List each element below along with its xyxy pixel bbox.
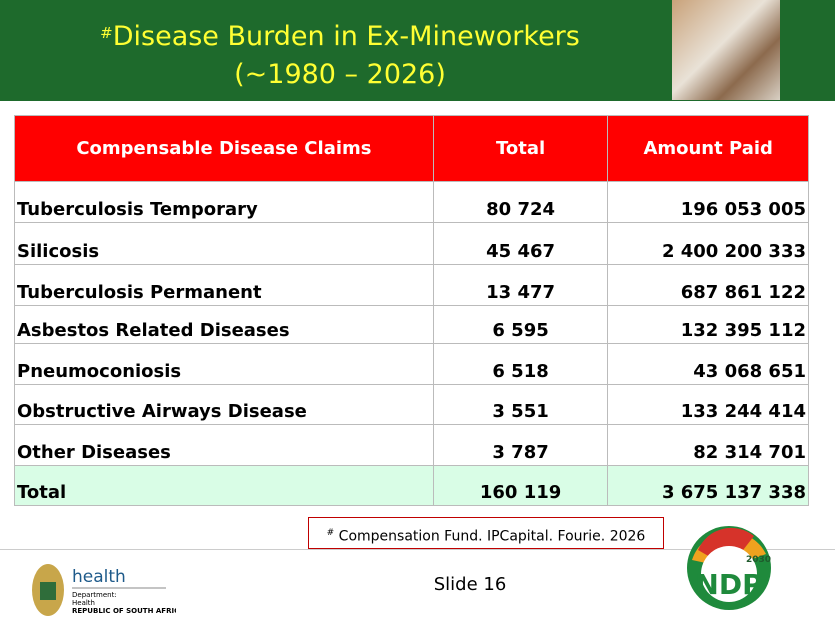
table-cell: 3 551 (432, 384, 609, 425)
table-cell: 196 053 005 (607, 181, 809, 223)
table-cell: 132 395 112 (607, 305, 809, 344)
table-cell: Tuberculosis Permanent (14, 264, 434, 306)
table-cell: 133 244 414 (607, 384, 809, 425)
table-cell: Obstructive Airways Disease (14, 384, 434, 425)
table-cell: 45 467 (432, 222, 609, 265)
table-cell: Other Diseases (14, 424, 434, 466)
table-cell: Tuberculosis Temporary (14, 181, 434, 223)
ndp-word: NDP (695, 568, 762, 601)
table-cell: 13 477 (432, 264, 609, 306)
ndp-year: 2030 (746, 555, 771, 565)
health-logo: health Department: Health REPUBLIC OF SO… (32, 564, 176, 616)
title: #Disease Burden in Ex-Mineworkers (~1980 … (20, 18, 660, 94)
claims-table: Compensable Disease Claims Total Amount Pa… (14, 115, 809, 506)
table-row: Asbestos Related Diseases 6 595 132 395 11… (14, 305, 809, 344)
photo (672, 0, 780, 100)
table-cell: 6 595 (432, 305, 609, 344)
ndp-center (701, 546, 757, 602)
column-header: Compensable Disease Claims (14, 115, 434, 182)
table-cell: Total (14, 465, 434, 506)
divider (0, 549, 835, 550)
title-line: Disease Burden in Ex-Mineworkers (112, 21, 580, 52)
table-cell: 160 119 (432, 465, 609, 506)
table-row: Silicosis 45 467 2 400 200 333 (14, 222, 809, 265)
column-header: Total (432, 115, 609, 182)
table-cell: 6 518 (432, 343, 609, 385)
table-row: Tuberculosis Temporary 80 724 196 053 005 (14, 181, 809, 223)
slide-number: Slide 16 (433, 574, 507, 595)
title-mark: # (100, 24, 113, 42)
logo-text: REPUBLIC OF SOUTH AFRICA (72, 607, 176, 615)
table-cell: 82 314 701 (607, 424, 809, 466)
health-word: health (72, 567, 126, 587)
table-row: Tuberculosis Permanent 13 477 687 861 122 (14, 264, 809, 306)
table-cell: Silicosis (14, 222, 434, 265)
table-row: Obstructive Airways Disease 3 551 133 244 … (14, 384, 809, 425)
table-cell: 3 787 (432, 424, 609, 466)
coat-of-arms-shield (40, 582, 56, 600)
logo-text: Department: (72, 591, 117, 599)
table-cell: 3 675 137 338 (607, 465, 809, 506)
table-cell: 2 400 200 333 (607, 222, 809, 265)
total-row: Total 160 119 3 675 137 338 (14, 465, 809, 506)
table-row: Pneumoconiosis 6 518 43 068 651 (14, 343, 809, 385)
table-row: Other Diseases 3 787 82 314 701 (14, 424, 809, 466)
footnote: # Compensation Fund. IPCapital. Fourie. … (308, 517, 664, 549)
table-cell: 43 068 651 (607, 343, 809, 385)
header-row: Compensable Disease Claims Total Amount Pa… (14, 115, 809, 182)
ndp-logo: 2030 NDP (687, 526, 771, 610)
column-header: Amount Paid (607, 115, 809, 182)
table-cell: 80 724 (432, 181, 609, 223)
logo-text: Health (72, 599, 95, 607)
footnote-text: Compensation Fund. IPCapital. Fourie. 20… (338, 528, 646, 545)
table-body: Tuberculosis Temporary 80 724 196 053 005 S… (14, 181, 809, 506)
table-cell: Asbestos Related Diseases (14, 305, 434, 344)
footnote-mark: # (326, 528, 335, 538)
table-cell: 687 861 122 (607, 264, 809, 306)
table-cell: Pneumoconiosis (14, 343, 434, 385)
title-line: (~1980 – 2026) (234, 59, 446, 90)
